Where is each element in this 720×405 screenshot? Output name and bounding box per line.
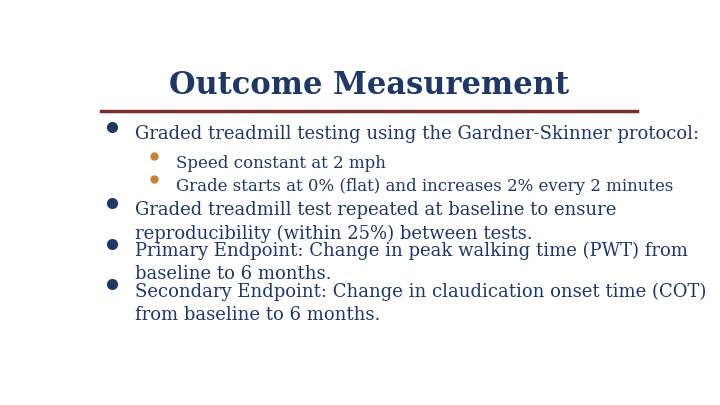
Text: Speed constant at 2 mph: Speed constant at 2 mph [176,155,387,172]
Text: Secondary Endpoint: Change in claudication onset time (COT)
from baseline to 6 m: Secondary Endpoint: Change in claudicati… [135,283,706,324]
Text: Graded treadmill testing using the Gardner-Skinner protocol:: Graded treadmill testing using the Gardn… [135,125,699,143]
Text: Outcome Measurement: Outcome Measurement [169,70,569,101]
Text: Grade starts at 0% (flat) and increases 2% every 2 minutes: Grade starts at 0% (flat) and increases … [176,178,674,195]
Text: Graded treadmill test repeated at baseline to ensure
reproducibility (within 25%: Graded treadmill test repeated at baseli… [135,201,616,243]
Text: Primary Endpoint: Change in peak walking time (PWT) from
baseline to 6 months.: Primary Endpoint: Change in peak walking… [135,242,688,283]
